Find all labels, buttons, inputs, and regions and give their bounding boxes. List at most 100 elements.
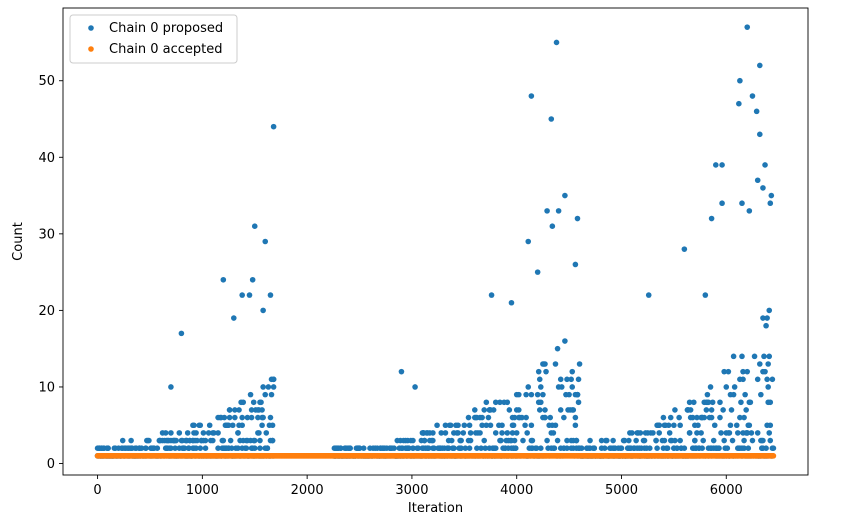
data-point-proposed (229, 422, 236, 429)
data-point-proposed (766, 307, 773, 314)
data-point-proposed (549, 223, 556, 229)
data-point-proposed (225, 422, 232, 429)
data-point-proposed (337, 445, 344, 452)
data-point-proposed (734, 430, 741, 436)
data-point-proposed (656, 430, 663, 436)
data-point-proposed (701, 414, 708, 421)
data-point-proposed (465, 414, 472, 421)
data-point-proposed (758, 391, 764, 398)
data-point-proposed (267, 292, 274, 298)
data-point-proposed (601, 445, 608, 452)
data-point-proposed (451, 445, 457, 452)
data-point-proposed (544, 437, 550, 444)
data-point-proposed (745, 445, 752, 452)
data-point-proposed (524, 430, 530, 436)
data-point-proposed (720, 407, 726, 413)
data-point-proposed (741, 437, 747, 444)
data-point-proposed (717, 399, 723, 406)
data-point-proposed (492, 445, 499, 452)
data-point-proposed (569, 368, 576, 375)
data-point-proposed (730, 391, 737, 398)
data-point-proposed (257, 437, 263, 444)
data-point-proposed (202, 437, 209, 444)
data-point-proposed (461, 422, 468, 429)
data-point-proposed (708, 407, 715, 413)
data-point-proposed (728, 407, 735, 413)
data-point-proposed (705, 399, 712, 406)
data-point-proposed (744, 24, 751, 30)
data-point-proposed (544, 208, 550, 214)
data-point-proposed (267, 414, 274, 421)
data-point-proposed (754, 430, 761, 436)
data-point-proposed (248, 407, 255, 413)
data-point-proposed (741, 445, 747, 452)
legend-marker-accepted (88, 46, 94, 52)
data-point-proposed (467, 437, 474, 444)
data-point-proposed (587, 437, 593, 444)
data-point-proposed (733, 422, 740, 429)
data-point-proposed (686, 430, 693, 436)
data-point-proposed (197, 422, 204, 429)
data-point-proposed (737, 77, 743, 84)
data-point-proposed (202, 445, 209, 452)
data-point-proposed (760, 437, 766, 444)
data-point-proposed (671, 422, 677, 429)
data-point-proposed (746, 422, 753, 429)
data-point-proposed (708, 215, 715, 222)
data-point-proposed (665, 422, 672, 429)
data-point-proposed (690, 399, 697, 406)
data-point-proposed (677, 422, 683, 429)
data-point-proposed (481, 407, 488, 413)
data-point-proposed (534, 269, 541, 275)
data-point-proposed (711, 422, 718, 429)
data-point-proposed (168, 384, 174, 390)
data-point-proposed (573, 437, 580, 444)
legend-label-proposed: Chain 0 proposed (109, 21, 223, 36)
data-point-proposed (481, 437, 488, 444)
data-point-proposed (410, 437, 416, 444)
data-point-proposed (442, 430, 449, 436)
legend-box (69, 14, 238, 64)
data-point-proposed (598, 437, 605, 444)
data-point-proposed (719, 162, 725, 168)
data-point-proposed (492, 399, 499, 406)
data-point-proposed (739, 353, 745, 360)
y-tick-label: 10 (38, 380, 55, 395)
data-point-proposed (268, 391, 275, 398)
data-point-proposed (551, 445, 558, 452)
data-point-proposed (552, 361, 559, 367)
data-point-proposed (677, 437, 683, 444)
legend: Chain 0 proposed Chain 0 accepted (69, 14, 238, 64)
data-point-proposed (672, 437, 678, 444)
data-point-proposed (220, 276, 227, 283)
data-point-proposed (744, 368, 751, 375)
data-point-proposed (719, 200, 725, 207)
data-point-proposed (492, 430, 499, 436)
data-point-proposed (508, 299, 515, 306)
data-point-proposed (568, 376, 574, 383)
data-point-proposed (525, 384, 532, 390)
data-point-proposed (528, 391, 535, 398)
data-point-proposed (172, 445, 178, 452)
data-point-proposed (694, 414, 700, 421)
data-point-proposed (762, 368, 768, 375)
data-point-proposed (185, 445, 192, 452)
data-point-proposed (533, 445, 540, 452)
data-point-proposed (645, 292, 652, 298)
y-axis-ticks: 0 10 20 30 40 50 (38, 74, 63, 472)
data-point-proposed (692, 437, 698, 444)
data-point-accepted (770, 453, 777, 459)
data-point-proposed (703, 407, 710, 413)
data-point-proposed (230, 315, 237, 321)
data-point-proposed (471, 407, 478, 413)
y-tick-label: 20 (38, 304, 55, 319)
data-point-proposed (761, 353, 767, 360)
data-point-proposed (197, 445, 204, 452)
data-point-proposed (226, 407, 233, 413)
data-point-proposed (540, 391, 546, 398)
data-point-proposed (405, 445, 412, 452)
data-point-proposed (421, 437, 428, 444)
data-point-proposed (119, 437, 126, 444)
data-point-proposed (557, 407, 564, 413)
data-point-proposed (572, 422, 579, 429)
